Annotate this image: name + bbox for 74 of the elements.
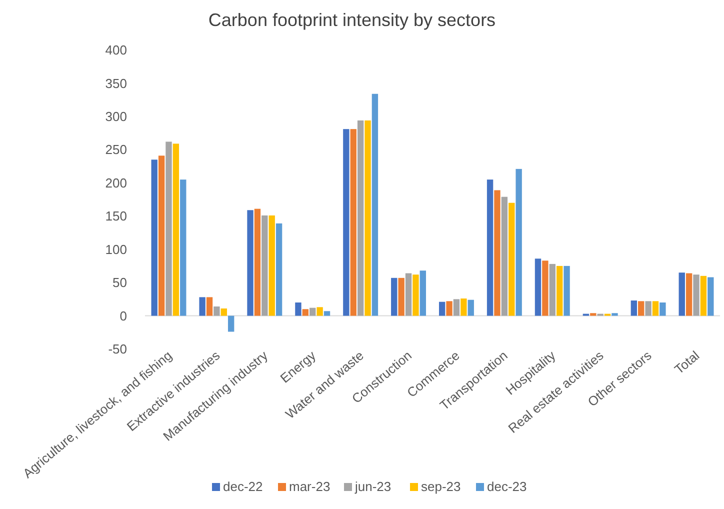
x-tick-label: Total	[672, 348, 702, 377]
bar	[295, 302, 302, 316]
bar	[372, 94, 378, 316]
bar	[228, 316, 234, 332]
chart-title: Carbon footprint intensity by sectors	[208, 10, 496, 30]
bar	[172, 144, 180, 316]
bar	[542, 260, 548, 316]
y-tick-label: 350	[105, 76, 127, 91]
bar	[556, 266, 563, 316]
bar	[549, 264, 556, 316]
bar	[166, 142, 172, 316]
bar	[412, 274, 419, 316]
bar	[262, 215, 268, 316]
bar	[612, 313, 618, 316]
bar	[302, 309, 309, 316]
bar	[343, 129, 350, 316]
y-tick-label: 300	[105, 108, 127, 124]
bar	[357, 120, 364, 316]
bar	[391, 278, 398, 316]
legend-label: jun-23	[354, 479, 392, 494]
bar	[678, 272, 685, 316]
bar	[310, 308, 316, 316]
y-tick-label: 150	[105, 208, 127, 224]
bar	[468, 300, 474, 316]
bar	[364, 120, 371, 316]
bar	[501, 196, 508, 316]
bar	[630, 300, 638, 316]
y-tick-label: -50	[108, 342, 127, 357]
bar	[206, 297, 213, 316]
bar	[420, 270, 426, 316]
bar	[405, 273, 412, 316]
y-tick-label: 50	[112, 275, 127, 290]
bar	[151, 160, 158, 316]
bar	[708, 277, 714, 316]
legend-label: dec-22	[223, 479, 263, 494]
bar	[199, 297, 206, 316]
bar	[276, 223, 282, 316]
bar	[254, 208, 261, 316]
bar	[438, 302, 446, 316]
bar	[486, 180, 494, 316]
legend-label: mar-23	[289, 479, 330, 494]
bar	[494, 190, 500, 316]
bar	[645, 301, 652, 316]
bar	[316, 307, 323, 316]
bar	[534, 258, 542, 316]
bar	[693, 274, 700, 316]
y-tick-label: 200	[105, 175, 127, 190]
bar	[214, 306, 220, 316]
bar	[564, 266, 570, 316]
bar	[180, 180, 186, 316]
bar	[652, 301, 659, 316]
bar	[590, 313, 596, 316]
bar	[453, 299, 460, 316]
bar	[660, 302, 666, 316]
bar	[268, 215, 275, 316]
bar	[446, 301, 452, 316]
bar	[247, 210, 254, 316]
bar	[398, 278, 404, 316]
y-tick-label: 250	[105, 142, 127, 158]
y-tick-label: 0	[120, 308, 127, 324]
bar	[700, 276, 707, 316]
legend-label: dec-23	[487, 479, 527, 494]
y-tick-label: 400	[105, 42, 127, 58]
bar	[686, 273, 692, 316]
bar	[158, 156, 165, 316]
bar	[220, 308, 227, 316]
bar	[324, 311, 330, 316]
bar	[460, 298, 467, 316]
bar	[516, 168, 522, 316]
legend-label: sep-23	[421, 479, 461, 494]
bar	[508, 202, 515, 316]
y-tick-label: 100	[105, 242, 127, 257]
bar	[638, 301, 644, 316]
bar	[350, 129, 356, 316]
